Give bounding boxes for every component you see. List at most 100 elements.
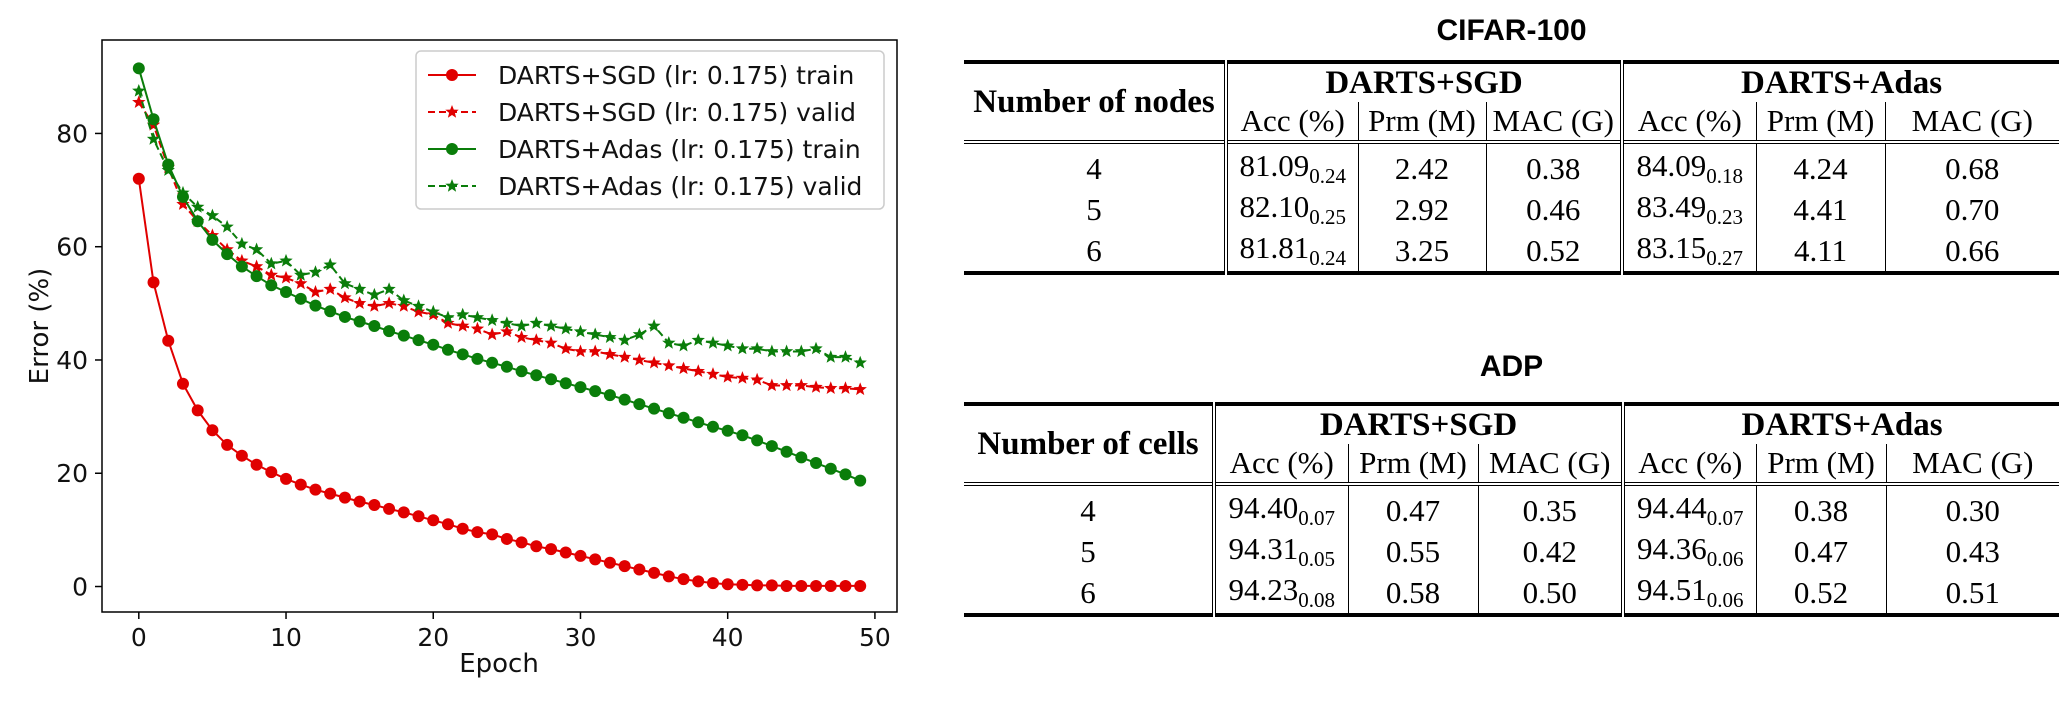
data-point xyxy=(441,310,455,324)
data-point xyxy=(589,553,602,566)
data-point xyxy=(294,292,307,305)
data-point xyxy=(824,462,837,475)
data-point xyxy=(529,316,543,329)
data-point xyxy=(445,105,459,118)
series-line xyxy=(137,178,861,587)
row-key: 5 xyxy=(1086,191,1102,227)
col-header-acc: Acc (%) xyxy=(1224,102,1358,142)
sgd-prm-cell: 0.58 xyxy=(1347,572,1478,615)
col-header-acc: Acc (%) xyxy=(1621,444,1757,484)
data-point xyxy=(676,361,691,375)
data-point xyxy=(810,457,823,470)
data-point xyxy=(191,215,204,228)
data-point xyxy=(205,208,220,222)
table-row: 6 81.810.24 3.25 0.52 83.150.27 4.11 0.6… xyxy=(964,230,2060,273)
data-point xyxy=(309,483,322,496)
col-header-prm: Prm (M) xyxy=(1347,444,1478,484)
data-point xyxy=(750,341,764,355)
legend-label: DARTS+SGD (lr: 0.175) valid xyxy=(498,98,856,127)
data-point xyxy=(559,546,572,559)
data-point xyxy=(411,304,426,318)
data-point xyxy=(530,369,543,382)
legend-label: DARTS+Adas (lr: 0.175) train xyxy=(498,135,861,164)
x-tick-label: 10 xyxy=(270,623,302,652)
data-point xyxy=(648,566,661,579)
adas-acc-cell: 94.440.07 xyxy=(1621,484,1757,531)
data-point xyxy=(446,143,458,155)
y-tick-label: 80 xyxy=(56,119,88,148)
data-point xyxy=(809,380,823,393)
series-4 xyxy=(132,84,867,369)
data-point xyxy=(147,113,160,126)
table-row: 4 94.400.07 0.47 0.35 94.440.07 0.38 0.3… xyxy=(964,484,2060,531)
adas-acc-cell: 94.360.06 xyxy=(1621,531,1757,572)
data-point xyxy=(765,344,779,358)
data-point xyxy=(264,268,278,281)
legend-label: DARTS+SGD (lr: 0.175) train xyxy=(498,61,854,90)
data-point xyxy=(470,321,485,335)
data-point xyxy=(147,276,160,289)
adas-mac-cell: 0.43 xyxy=(1885,531,2060,572)
data-point xyxy=(445,179,459,192)
data-point xyxy=(706,420,719,433)
data-point xyxy=(721,338,735,352)
x-tick-label: 50 xyxy=(859,623,891,652)
data-point xyxy=(220,219,234,233)
col-header-mac: MAC (G) xyxy=(1885,444,2060,484)
data-point xyxy=(780,579,793,592)
sgd-prm-cell: 3.25 xyxy=(1357,230,1486,273)
data-point xyxy=(132,62,145,75)
data-point xyxy=(456,522,469,535)
sgd-mac-cell: 0.42 xyxy=(1477,531,1624,572)
data-point xyxy=(765,579,778,592)
data-point xyxy=(324,487,337,500)
row-header-cells: Number of cells xyxy=(977,425,1199,462)
sgd-acc-cell: 94.310.05 xyxy=(1212,531,1348,572)
data-point xyxy=(809,341,823,355)
data-point xyxy=(662,407,675,420)
data-point xyxy=(559,341,573,355)
data-point xyxy=(221,438,234,451)
data-point xyxy=(323,282,337,295)
data-point xyxy=(691,364,705,377)
data-point xyxy=(618,350,632,363)
data-point xyxy=(795,451,808,464)
data-point xyxy=(471,526,484,539)
data-point xyxy=(573,344,588,358)
data-point xyxy=(574,381,587,394)
data-point xyxy=(500,360,513,373)
data-point xyxy=(383,325,396,338)
row-key: 5 xyxy=(1080,533,1096,569)
data-point xyxy=(647,355,661,369)
sgd-acc-cell: 94.230.08 xyxy=(1212,572,1348,615)
data-point xyxy=(441,316,455,329)
data-point xyxy=(411,299,426,312)
adas-prm-cell: 0.38 xyxy=(1755,484,1887,531)
data-point xyxy=(854,579,867,592)
data-point xyxy=(397,299,411,312)
data-point xyxy=(676,338,691,352)
x-tick-label: 20 xyxy=(417,623,449,652)
data-point xyxy=(250,458,263,471)
adas-prm-cell: 0.52 xyxy=(1755,572,1887,615)
data-point xyxy=(838,350,853,363)
legend-frame xyxy=(415,50,885,210)
data-point xyxy=(853,382,867,396)
data-point xyxy=(294,276,308,290)
data-point xyxy=(751,434,764,447)
data-point xyxy=(353,495,366,508)
group-header-sgd: DARTS+SGD xyxy=(1211,404,1624,444)
data-point xyxy=(353,315,366,328)
adas-prm-cell: 4.24 xyxy=(1755,142,1886,189)
data-point xyxy=(824,350,838,363)
data-point xyxy=(603,347,617,360)
sgd-mac-cell: 0.50 xyxy=(1477,572,1624,615)
data-point xyxy=(603,389,616,402)
data-point xyxy=(765,440,778,453)
adas-mac-cell: 0.30 xyxy=(1885,484,2060,531)
y-tick-label: 40 xyxy=(56,346,88,375)
adp-table-title: ADP xyxy=(1479,350,1544,383)
row-key: 6 xyxy=(1080,574,1096,610)
data-point xyxy=(618,333,632,346)
data-point xyxy=(471,352,484,365)
